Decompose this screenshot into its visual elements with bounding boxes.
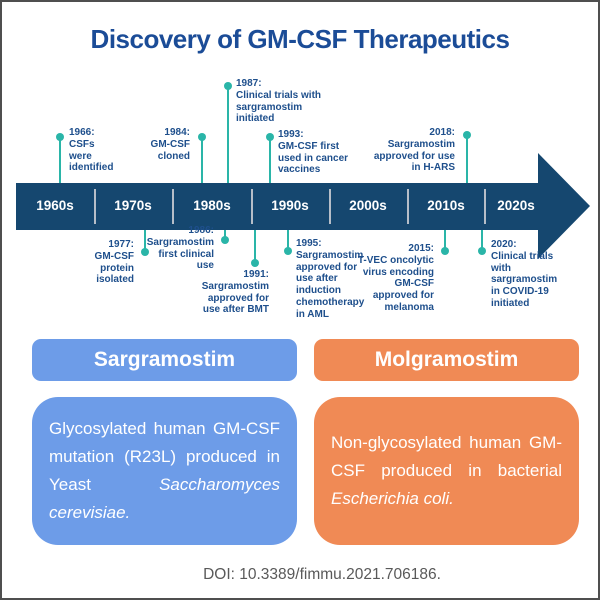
- event-label-1966: 1966: CSFs were identified: [69, 127, 114, 174]
- decade-divider: [329, 189, 331, 224]
- connector-dot-1993: [266, 133, 274, 141]
- doi-citation: DOI: 10.3389/fimmu.2021.706186.: [203, 566, 441, 583]
- page-title: Discovery of GM-CSF Therapeutics: [90, 24, 510, 54]
- event-label-1993: 1993: GM-CSF first used in cancer vaccin…: [278, 129, 349, 176]
- event-label-1991: 1991: Sargramostim approved for use afte…: [201, 269, 269, 316]
- decade-label-2000s: 2000s: [349, 198, 387, 213]
- decade-label-1970s: 1970s: [114, 198, 152, 213]
- decade-label-2020s: 2020s: [497, 198, 535, 213]
- sargramostim-title: Sargramostim: [93, 348, 236, 371]
- connector-dot-1986: [221, 236, 229, 244]
- decade-divider: [484, 189, 486, 224]
- decade-divider: [407, 189, 409, 224]
- connector-line-1986: [224, 230, 226, 240]
- connector-line-1984: [201, 137, 203, 183]
- event-label-1977: 1977: GM-CSF protein isolated: [94, 239, 134, 286]
- decade-divider: [94, 189, 96, 224]
- connector-dot-2015: [441, 247, 449, 255]
- sargramostim-description: Glycosylated human GM-CSF mutation (R23L…: [49, 415, 280, 527]
- connector-dot-1966: [56, 133, 64, 141]
- decade-label-1980s: 1980s: [193, 198, 231, 213]
- sargramostim-description-box: Glycosylated human GM-CSF mutation (R23L…: [32, 397, 297, 545]
- connector-dot-1991: [251, 259, 259, 267]
- molgramostim-species-italic: Escherichia coli.: [331, 489, 454, 508]
- connector-dot-1995: [284, 247, 292, 255]
- decade-divider: [251, 189, 253, 224]
- connector-line-2018: [466, 135, 468, 183]
- decade-divider: [172, 189, 174, 224]
- event-label-1986: 1986: Sargramostim first clinical use: [146, 225, 214, 272]
- connector-dot-1984: [198, 133, 206, 141]
- sargramostim-header: Sargramostim: [32, 339, 297, 381]
- molgramostim-description-text: Non-glycosylated human GM-CSF produced i…: [331, 433, 562, 480]
- molgramostim-description-box: Non-glycosylated human GM-CSF produced i…: [314, 397, 579, 545]
- event-label-2018: 2018: Sargramostim approved for use in H…: [373, 127, 455, 174]
- connector-line-2020: [481, 230, 483, 251]
- event-label-2015: 2015: T-VEC oncolytic virus encoding GM-…: [357, 243, 434, 313]
- sargramostim-description-text: Glycosylated human GM-CSF mutation (R23L…: [49, 419, 280, 494]
- sargramostim-species-italic: Saccharomyces cerevisiae.: [49, 475, 280, 522]
- event-label-1987: 1987: Clinical trials with sargramostim …: [236, 78, 322, 125]
- connector-dot-2018: [463, 131, 471, 139]
- molgramostim-title: Molgramostim: [374, 348, 519, 371]
- connector-dot-1987: [224, 82, 232, 90]
- decade-label-2010s: 2010s: [427, 198, 465, 213]
- event-label-1995: 1995: Sargramostim approved for use afte…: [296, 238, 365, 320]
- connector-line-1987: [227, 86, 229, 183]
- timeline-arrowhead-icon: [538, 153, 590, 259]
- timeline-bar: [16, 183, 539, 230]
- molgramostim-description: Non-glycosylated human GM-CSF produced i…: [331, 429, 562, 513]
- event-label-1984: 1984: GM-CSF cloned: [150, 127, 190, 162]
- event-label-2020: 2020: Clinical trials with sargramostim …: [491, 239, 558, 309]
- connector-dot-2020: [478, 247, 486, 255]
- connector-line-1991: [254, 230, 256, 263]
- connector-line-1977: [144, 230, 146, 252]
- molgramostim-header: Molgramostim: [314, 339, 579, 381]
- connector-dot-1977: [141, 248, 149, 256]
- connector-line-1993: [269, 137, 271, 183]
- connector-line-2015: [444, 230, 446, 251]
- connector-line-1995: [287, 230, 289, 251]
- connector-line-1966: [59, 137, 61, 183]
- decade-label-1960s: 1960s: [36, 198, 74, 213]
- decade-label-1990s: 1990s: [271, 198, 309, 213]
